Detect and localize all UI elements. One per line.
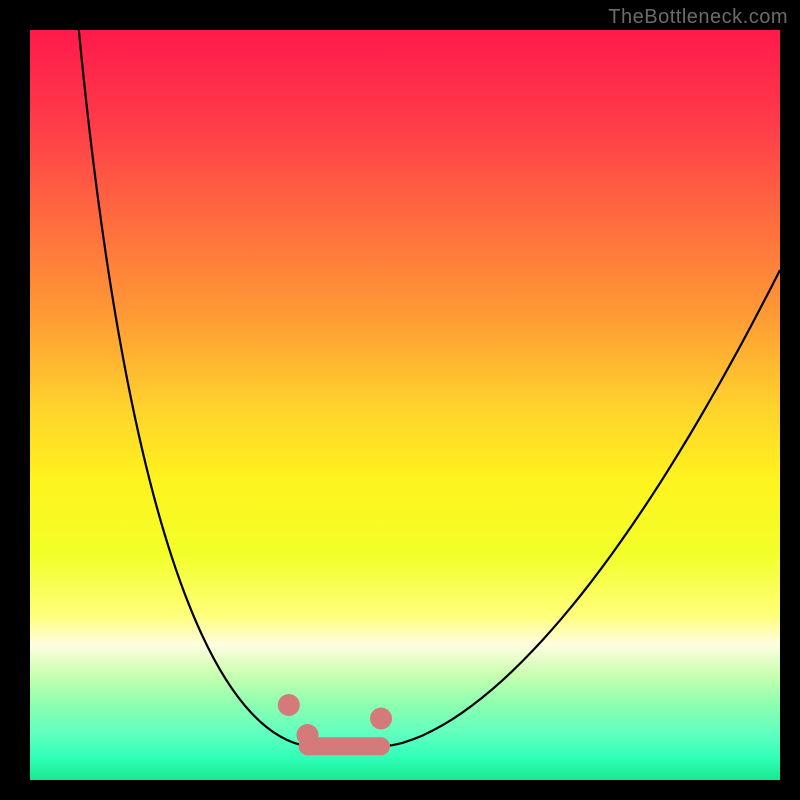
marker-dot (278, 694, 300, 716)
watermark-text: TheBottleneck.com (608, 6, 788, 29)
marker-dot (297, 724, 319, 746)
marker-dot (370, 708, 392, 730)
chart-curves-layer (30, 30, 780, 780)
bottleneck-curve (79, 30, 780, 746)
chart-plot-area (30, 30, 780, 780)
